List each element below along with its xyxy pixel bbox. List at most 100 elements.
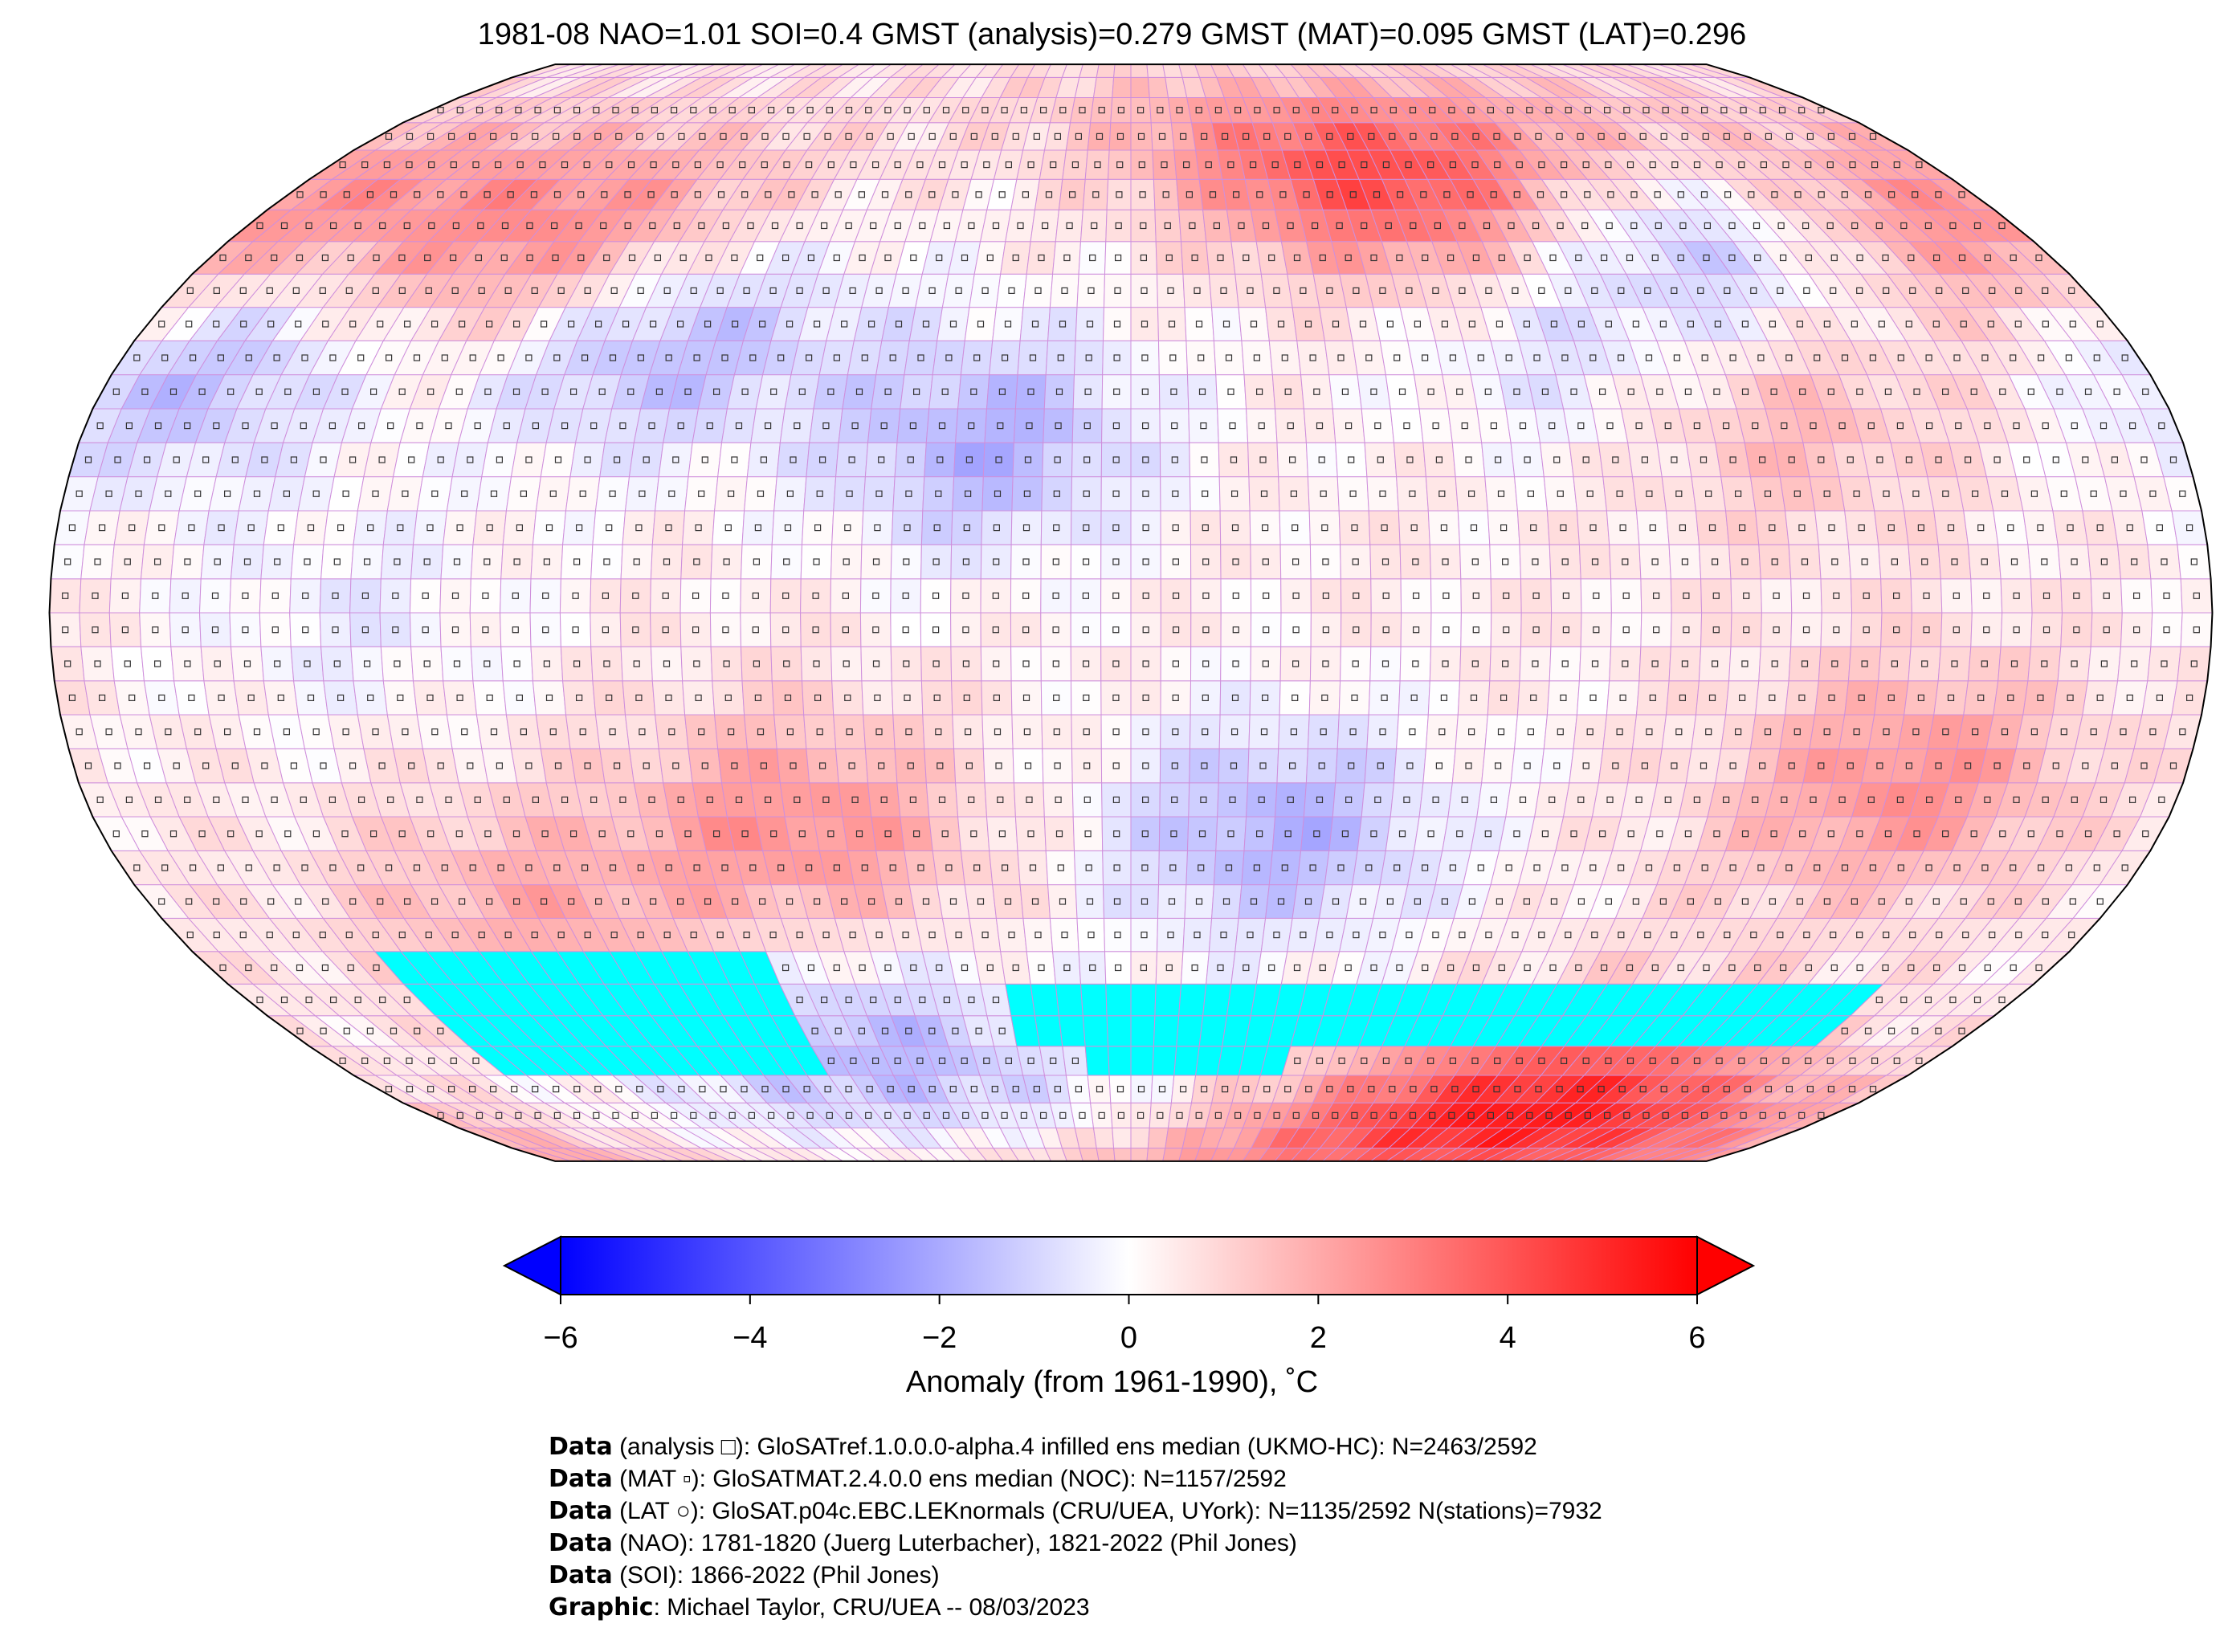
- analysis-marker: [468, 1085, 476, 1093]
- analysis-marker: [758, 898, 766, 905]
- analysis-marker: [489, 1085, 497, 1093]
- analysis-marker: [1220, 931, 1227, 939]
- analysis-marker: [1305, 1085, 1312, 1093]
- analysis-marker: [1157, 1112, 1164, 1120]
- analysis-marker: [631, 1112, 639, 1120]
- analysis-marker: [1410, 1085, 1417, 1093]
- analysis-marker: [1545, 1112, 1553, 1120]
- credit-line: Data (analysis □): GloSATref.1.0.0.0-alp…: [549, 1433, 1537, 1461]
- analysis-marker: [813, 898, 821, 905]
- analysis-marker: [1141, 931, 1148, 939]
- grid-cells: [48, 63, 2214, 1162]
- analysis-marker: [1234, 1112, 1242, 1120]
- colorbar-low-extension: [502, 1235, 561, 1296]
- analysis-marker: [908, 1085, 915, 1093]
- colorbar-tick-label: 0: [1120, 1321, 1138, 1355]
- analysis-marker: [372, 931, 379, 939]
- analysis-marker: [998, 1027, 1006, 1034]
- analysis-marker: [1284, 1085, 1292, 1093]
- analysis-marker: [850, 1057, 857, 1065]
- analysis-marker: [1300, 931, 1307, 939]
- analysis-marker: [1368, 1085, 1375, 1093]
- analysis-marker: [398, 931, 406, 939]
- analysis-marker: [716, 931, 724, 939]
- analysis-marker: [833, 964, 840, 972]
- analysis-marker: [1760, 1057, 1767, 1065]
- analysis-marker: [952, 1027, 959, 1034]
- analysis-marker: [1430, 1085, 1438, 1093]
- analysis-marker: [881, 1027, 889, 1034]
- analysis-marker: [1933, 964, 1940, 972]
- analysis-marker: [379, 996, 386, 1004]
- analysis-marker: [1785, 1085, 1793, 1093]
- analysis-marker: [1671, 931, 1678, 939]
- analysis-marker: [451, 931, 459, 939]
- analysis-marker: [1740, 1112, 1747, 1120]
- analysis-marker: [1841, 1027, 1848, 1034]
- analysis-marker: [1088, 931, 1095, 939]
- analysis-marker: [426, 1085, 435, 1093]
- analysis-marker: [347, 964, 354, 972]
- analysis-marker: [1243, 964, 1250, 972]
- analysis-marker: [636, 1085, 643, 1093]
- analysis-marker: [1020, 1112, 1028, 1120]
- analysis-marker: [902, 931, 909, 939]
- analysis-marker: [1027, 1057, 1034, 1065]
- analysis-marker: [1382, 1057, 1390, 1065]
- analysis-marker: [1703, 964, 1710, 972]
- analysis-marker: [827, 1057, 835, 1065]
- analysis-marker: [1916, 1057, 1923, 1065]
- analysis-marker: [622, 898, 630, 905]
- analysis-marker: [720, 1085, 727, 1093]
- analysis-marker: [1754, 964, 1761, 972]
- analysis-marker: [1936, 931, 1943, 939]
- analysis-marker: [305, 996, 312, 1004]
- analysis-marker: [787, 1112, 794, 1120]
- analysis-marker: [1924, 996, 1932, 1004]
- analysis-marker: [1900, 996, 1908, 1004]
- analysis-marker: [845, 1112, 853, 1120]
- analysis-marker: [1054, 1085, 1062, 1093]
- analysis-marker: [1326, 931, 1333, 939]
- analysis-marker: [213, 898, 220, 905]
- analysis-marker: [704, 898, 712, 905]
- analysis-marker: [373, 964, 380, 972]
- analysis-marker: [594, 898, 602, 905]
- analysis-marker: [390, 1027, 398, 1034]
- analysis-marker: [584, 931, 591, 939]
- analysis-marker: [404, 898, 411, 905]
- credit-line: Graphic: Michael Taylor, CRU/UEA -- 08/0…: [549, 1593, 1090, 1621]
- analysis-marker: [1598, 1085, 1605, 1093]
- analysis-marker: [1061, 931, 1068, 939]
- analysis-marker: [1312, 1112, 1320, 1120]
- analysis-marker: [1117, 1112, 1125, 1120]
- analysis-marker: [472, 1057, 479, 1065]
- analysis-marker: [1556, 1085, 1563, 1093]
- analysis-marker: [385, 1085, 393, 1093]
- analysis-marker: [1406, 931, 1413, 939]
- analysis-marker: [858, 1027, 866, 1034]
- analysis-marker: [1005, 1057, 1013, 1065]
- analysis-marker: [406, 1057, 413, 1065]
- analysis-marker: [1370, 964, 1377, 972]
- analysis-marker: [458, 898, 466, 905]
- analysis-marker: [1379, 931, 1386, 939]
- analysis-marker: [1191, 964, 1198, 972]
- analysis-marker: [1487, 1112, 1495, 1120]
- analysis-marker: [1345, 964, 1352, 972]
- analysis-marker: [1165, 964, 1173, 972]
- analysis-marker: [992, 996, 1000, 1004]
- analysis-marker: [942, 1112, 950, 1120]
- analysis-marker: [406, 1085, 414, 1093]
- analysis-marker: [1429, 1112, 1436, 1120]
- analysis-marker: [1830, 931, 1837, 939]
- analysis-marker: [1662, 1112, 1669, 1120]
- colorbar-tick-label: 6: [1688, 1321, 1706, 1355]
- analysis-marker: [1347, 1085, 1354, 1093]
- analysis-marker: [991, 1085, 998, 1093]
- analysis-marker: [796, 996, 803, 1004]
- analysis-marker: [690, 1112, 697, 1120]
- analysis-marker: [928, 1027, 936, 1034]
- analysis-marker: [594, 1085, 602, 1093]
- analysis-marker: [975, 1027, 982, 1034]
